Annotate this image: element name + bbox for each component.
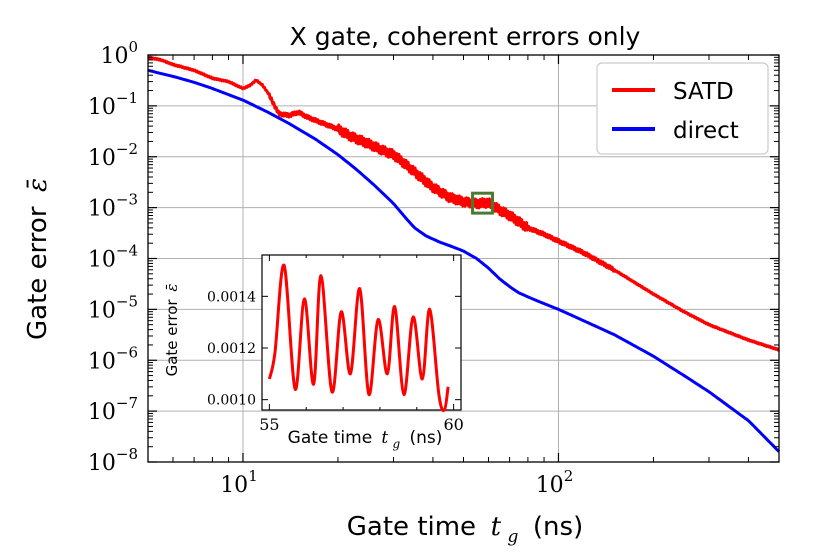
x-axis-label-subscript: g [508,527,519,547]
legend: SATD direct [596,62,769,155]
y-tick-label-base: 10 [88,95,116,120]
series-line-direct [147,68,781,453]
y-tick-label-base: 10 [88,248,116,273]
y-tick-label-base: 10 [88,146,116,171]
x-axis-label-unit: (ns) [533,512,583,542]
y-tick-label-base: 10 [100,44,128,69]
x-tick-label: 102 [536,467,574,498]
inset-x-label-subscript: g [393,437,401,451]
inset-x-label-unit: (ns) [409,428,442,448]
x-tick-label: 101 [220,467,258,498]
y-tick-label-base: 10 [88,400,116,425]
y-tick-label-base: 10 [88,298,116,323]
inset-series-line-satd [267,263,450,412]
y-tick-label: 10−7 [88,394,138,425]
inset-y-tick-label: 0.0010 [207,393,256,409]
y-tick-label-exponent: −6 [116,343,138,361]
inset-y-tick-label: 0.0012 [207,341,256,357]
x-axis-label: Gate time t g (ns) [347,512,583,548]
y-tick-label: 10−3 [88,191,138,222]
y-tick-label: 10−1 [88,89,138,120]
series-line-satd [147,55,781,352]
chart-title: X gate, coherent errors only [290,22,641,51]
y-tick-label: 10−6 [88,343,138,374]
y-tick-label-exponent: −8 [116,445,138,463]
x-axis-label-text: Gate time [347,512,476,542]
inset-y-tick-label: 0.0014 [207,289,256,305]
legend-label-satd: SATD [673,79,734,105]
y-tick-label-exponent: −4 [116,242,138,260]
inset-x-label-text: Gate time [288,428,373,448]
inset-series [267,263,450,412]
inset-ticks: 55 60 0.0010 0.0012 0.0014 [207,255,464,434]
y-tick-label-exponent: −2 [116,140,138,158]
y-tick-label-base: 10 [88,197,116,222]
inset-x-tick-label: 60 [443,415,463,434]
inset-y-label-symbol: ε̄ [163,284,181,292]
highlight-box [471,191,494,215]
inset-x-tick-label: 55 [259,415,279,434]
y-tick-label-exponent: 0 [128,38,138,56]
y-axis-label-text: Gate error [23,206,53,340]
y-tick-label-exponent: −7 [116,394,138,412]
legend-box [596,62,769,155]
inset-chart: 55 60 0.0010 0.0012 0.0014 Gate time t g (ns… [163,254,464,452]
inset-plot-area [261,254,462,411]
x-tick-label-exponent: 1 [248,467,258,485]
y-axis-label-symbol: ε̄ [23,178,53,192]
y-tick-label: 10−5 [88,292,138,323]
y-tick-label-base: 10 [88,451,116,476]
legend-label-direct: direct [673,118,739,144]
y-tick-label: 100 [100,38,138,69]
main-plot-frame [147,54,780,463]
y-tick-label: 10−8 [88,445,138,476]
y-tick-label-exponent: −1 [116,89,138,107]
x-tick-label-exponent: 2 [564,467,574,485]
inset-x-axis-label: Gate time t g (ns) [288,428,443,452]
inset-y-label-text: Gate error [163,299,181,377]
y-tick-label-base: 10 [88,349,116,374]
y-axis-label: Gate error ε̄ [23,178,53,340]
y-tick-label-exponent: −5 [116,292,138,310]
x-tick-label-base: 10 [536,473,564,498]
y-tick-label-exponent: −3 [116,191,138,209]
inset-x-label-symbol: t [381,428,388,448]
y-tick-label: 10−2 [88,140,138,171]
x-tick-label-base: 10 [220,473,248,498]
inset-y-axis-label: Gate error ε̄ [163,284,181,377]
y-tick-label: 10−4 [88,242,138,273]
x-axis-label-symbol: t [491,512,502,542]
main-series [147,55,781,453]
